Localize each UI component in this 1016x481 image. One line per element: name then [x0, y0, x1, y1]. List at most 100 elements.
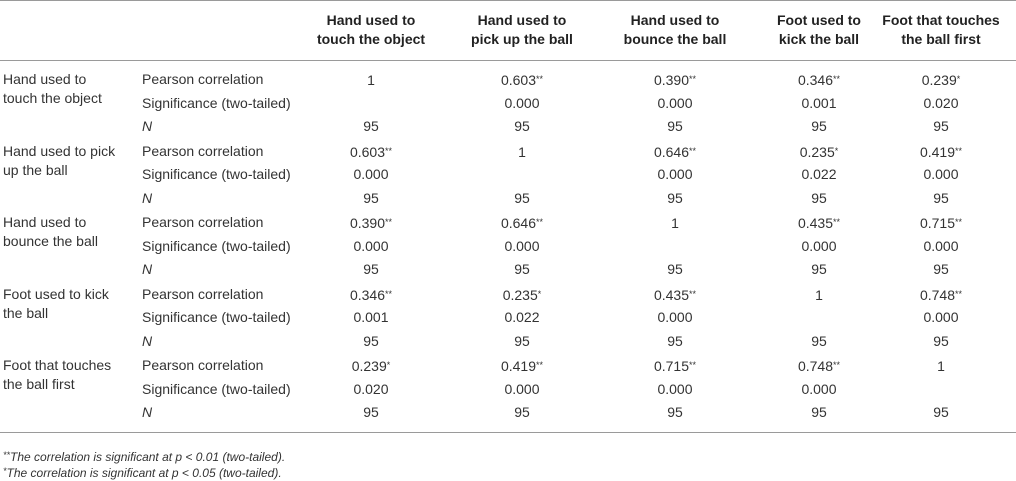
table-cell: 0.235* — [447, 286, 597, 304]
significance-mark: ** — [955, 288, 963, 299]
significance-mark: * — [386, 360, 391, 370]
cell-value: 0.239 — [351, 358, 387, 374]
table-cell: 95 — [811, 404, 827, 420]
cell-value: 1 — [937, 358, 945, 374]
significance-mark: ** — [833, 360, 841, 370]
cell-value: 0.715 — [653, 358, 690, 374]
stat-label-sig: Significance (two-tailed) — [142, 94, 291, 111]
table-cell: 0.390** — [600, 71, 750, 89]
row-group-label-line1: Foot that touches — [3, 357, 112, 373]
column-header: Foot that touches the ball first — [866, 11, 1016, 49]
table-cell: 0.000 — [504, 94, 540, 111]
significance-mark: * — [834, 145, 839, 156]
table-cell: 0.346** — [744, 71, 894, 89]
table-cell: 0.646** — [447, 214, 597, 232]
row-group-label-line2: the ball first — [3, 376, 75, 392]
column-header: Hand used to touch the object — [296, 11, 446, 49]
stat-label-n: N — [142, 261, 153, 277]
row-group-label-line2: touch the object — [3, 90, 102, 106]
cell-value: 0.390 — [653, 72, 690, 88]
table-cell: 0.390** — [296, 214, 446, 232]
table-cell: 1 — [296, 71, 446, 89]
table-cell: 95 — [514, 118, 530, 134]
stat-label-n: N — [142, 404, 153, 420]
table-cell: 95 — [667, 118, 683, 134]
table-cell: 95 — [363, 189, 379, 206]
table-cell: 0.000 — [923, 309, 959, 325]
table-cell: 95 — [667, 404, 683, 420]
cell-value: 0.646 — [500, 215, 537, 231]
table-cell: 0.000 — [801, 380, 837, 397]
table-cell: 0.715** — [600, 357, 750, 375]
stat-label-pearson: Pearson correlation — [142, 357, 264, 373]
table-cell: 95 — [811, 261, 827, 277]
table-cell: 95 — [363, 261, 379, 277]
cell-value: 0.715 — [919, 215, 956, 231]
table-cell: 0.000 — [657, 94, 693, 111]
cell-value: 0.346 — [797, 72, 834, 88]
significance-mark: ** — [385, 217, 393, 227]
column-header-line1: Hand used to — [326, 12, 416, 28]
table-cell: 0.435** — [600, 286, 750, 304]
row-group-label-line1: Hand used to — [3, 214, 87, 230]
table-cell: 0.001 — [353, 309, 389, 325]
table-cell: 0.603** — [447, 71, 597, 89]
row-group-label: Foot that touches the ball first — [3, 356, 138, 394]
column-header: Hand used to bounce the ball — [600, 11, 750, 49]
row-group-label: Hand used to pick up the ball — [3, 142, 138, 180]
table-cell: 0.235* — [744, 143, 894, 161]
stat-label-n: N — [142, 118, 153, 134]
table-cell: 0.000 — [657, 380, 693, 397]
stat-label-pearson: Pearson correlation — [142, 71, 264, 87]
cell-value: 1 — [815, 286, 823, 303]
footnote: *The correlation is significant at p < 0… — [3, 464, 282, 481]
significance-mark: ** — [536, 360, 544, 370]
table-bottom-rule — [0, 432, 1016, 433]
significance-mark: ** — [385, 145, 393, 156]
stat-label-pearson: Pearson correlation — [142, 142, 264, 159]
table-cell: 95 — [667, 332, 683, 349]
table-cell: 95 — [363, 118, 379, 134]
row-group-label-line2: bounce the ball — [3, 233, 98, 249]
significance-mark: ** — [833, 217, 841, 227]
table-cell: 1 — [447, 143, 597, 161]
table-cell: 1 — [744, 286, 894, 304]
footnote: **The correlation is significant at p < … — [3, 448, 285, 465]
table-cell: 95 — [667, 261, 683, 277]
table-top-rule — [0, 0, 1016, 1]
column-header-line1: Foot used to — [777, 12, 861, 28]
table-cell: 95 — [811, 189, 827, 206]
cell-value: 0.419 — [500, 358, 537, 374]
column-header-line2: touch the object — [316, 31, 426, 47]
cell-value: 0.419 — [919, 143, 956, 160]
column-header-line2: kick the ball — [778, 31, 860, 47]
row-group-label-line1: Hand used to — [3, 71, 87, 87]
cell-value: 1 — [518, 143, 526, 160]
table-cell: 95 — [514, 332, 530, 349]
significance-mark: ** — [536, 74, 544, 84]
table-cell: 0.020 — [923, 94, 959, 111]
row-group-label: Foot used to kick the ball — [3, 285, 138, 323]
cell-value: 1 — [671, 215, 679, 231]
table-cell: 0.000 — [353, 237, 389, 254]
table-cell: 95 — [514, 261, 530, 277]
cell-value: 0.235 — [502, 286, 538, 303]
table-cell: 0.748** — [866, 286, 1016, 304]
table-cell: 95 — [933, 261, 949, 277]
significance-mark: ** — [833, 74, 841, 84]
table-cell: 95 — [933, 118, 949, 134]
stat-label-sig: Significance (two-tailed) — [142, 237, 291, 254]
column-header-line2: pick up the ball — [471, 31, 573, 47]
cell-value: 0.390 — [349, 215, 386, 231]
significance-mark: * — [537, 288, 542, 299]
table-cell: 1 — [866, 357, 1016, 375]
row-group-label: Hand used to bounce the ball — [3, 213, 138, 251]
significance-mark: ** — [955, 217, 963, 227]
table-cell: 95 — [363, 332, 379, 349]
table-cell: 0.646** — [600, 143, 750, 161]
stat-label-sig: Significance (two-tailed) — [142, 309, 291, 325]
table-cell: 0.000 — [801, 237, 837, 254]
table-cell: 0.000 — [504, 237, 540, 254]
table-cell: 0.022 — [801, 166, 837, 182]
table-cell: 0.239* — [296, 357, 446, 375]
